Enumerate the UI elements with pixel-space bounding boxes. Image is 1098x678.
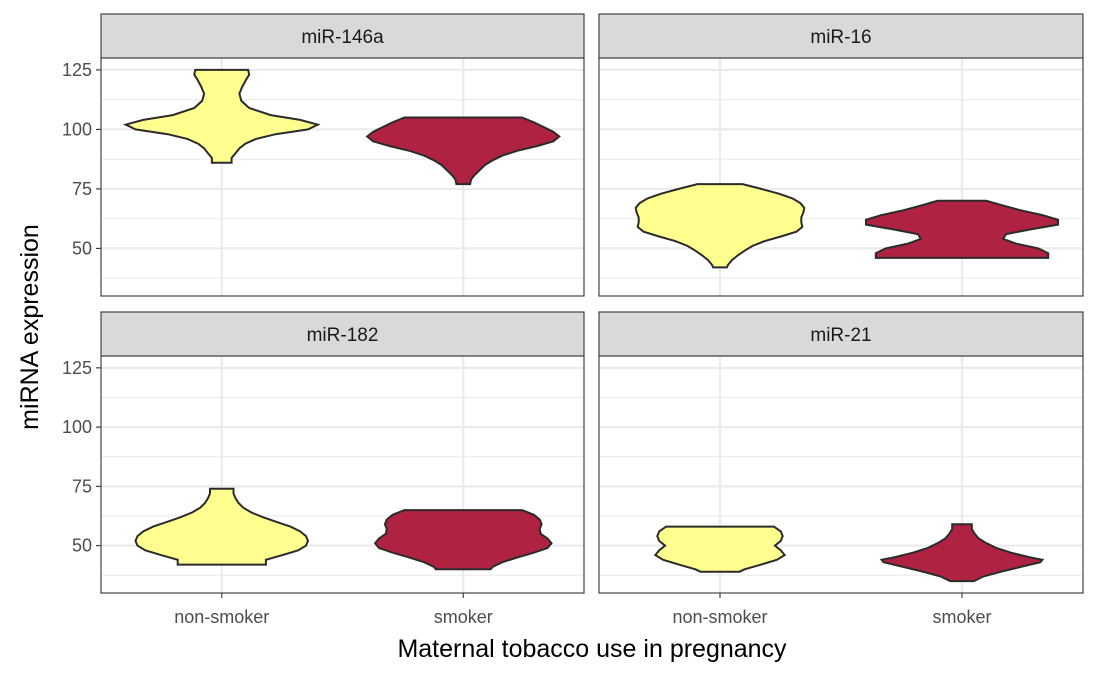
violin-mir-16-non-smoker <box>634 183 806 269</box>
panels-layer: miR-146a miR-16 miR-182 miR-21 <box>100 13 1084 594</box>
x-tick-label: non-smoker <box>174 607 269 627</box>
x-tick-label: smoker <box>434 607 493 627</box>
y-tick-label: 100 <box>62 119 92 139</box>
facet-label: miR-21 <box>810 325 871 346</box>
x-tick-label: non-smoker <box>672 607 767 627</box>
facet-label: miR-16 <box>810 27 871 48</box>
violin-mir-21-smoker <box>879 523 1045 583</box>
y-tick-label: 75 <box>72 476 92 496</box>
violin-mir-146a-non-smoker <box>122 68 321 164</box>
panel-mir-146a: miR-146a <box>100 13 585 297</box>
panel-background <box>599 58 1083 296</box>
violin-mir-182-non-smoker <box>134 487 310 566</box>
panel-mir-182: miR-182 <box>100 311 585 594</box>
x-tick-label: smoker <box>932 607 991 627</box>
y-axis-title: miRNA expression <box>16 224 44 430</box>
y-tick-label: 50 <box>72 536 92 556</box>
panel-mir-16: miR-16 <box>598 13 1084 297</box>
facet-strip <box>100 311 585 357</box>
facet-strip <box>598 311 1084 357</box>
x-axis: non-smoker smoker non-smoker smoker <box>174 593 992 627</box>
facet-label: miR-182 <box>307 325 379 346</box>
y-tick-label: 50 <box>72 238 92 258</box>
panel-mir-21: miR-21 <box>598 311 1084 594</box>
x-axis-title: Maternal tobacco use in pregnancy <box>397 635 787 663</box>
panel-background <box>101 58 584 296</box>
y-tick-label: 75 <box>72 179 92 199</box>
facet-strip <box>100 13 585 59</box>
violin-mir-146a-smoker <box>365 116 561 186</box>
violin-mir-21-non-smoker <box>653 525 787 573</box>
y-tick-label: 125 <box>62 60 92 80</box>
violin-mir-182-smoker <box>373 509 553 571</box>
y-tick-label: 125 <box>62 358 92 378</box>
y-tick-label: 100 <box>62 417 92 437</box>
violin-mir-16-smoker <box>865 199 1059 259</box>
facet-strip <box>598 13 1084 59</box>
facet-label: miR-146a <box>301 27 384 48</box>
y-axis: 50 75 100 125 50 75 100 125 <box>62 60 101 556</box>
